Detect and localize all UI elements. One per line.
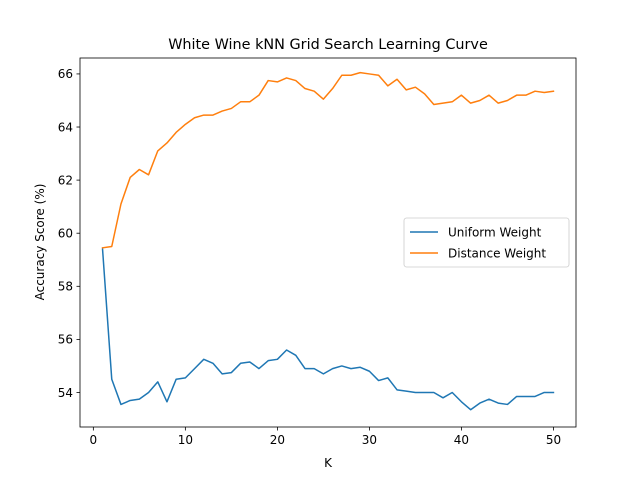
series-line-distance-weight (101, 71, 555, 249)
axes-frame (79, 57, 577, 428)
legend: Uniform Weight Distance Weight (403, 217, 570, 268)
y-tick-label: 56 (58, 333, 73, 347)
y-tick-label: 60 (58, 227, 73, 241)
y-tick-label: 54 (58, 386, 73, 400)
x-tick-label: 30 (362, 433, 377, 447)
x-tick-label: 10 (178, 433, 193, 447)
y-tick-label: 58 (58, 280, 73, 294)
series-line-uniform-weight (101, 248, 555, 411)
y-axis-title: Accuracy Score (%) (33, 184, 47, 301)
legend-box (403, 217, 570, 268)
y-tick-label: 62 (58, 173, 73, 187)
y-tick-label: 64 (58, 120, 73, 134)
chart-title: White Wine kNN Grid Search Learning Curv… (168, 37, 488, 53)
legend-label: Uniform Weight (448, 225, 542, 239)
y-tick-label: 66 (58, 67, 73, 81)
x-tick-label: 50 (546, 433, 561, 447)
x-tick-label: 0 (90, 433, 98, 447)
x-tick-label: 20 (270, 433, 285, 447)
legend-label: Distance Weight (448, 246, 546, 260)
x-tick-label: 40 (454, 433, 469, 447)
plot-area: 0 10 20 30 40 50 54 56 58 60 62 64 66 (58, 57, 577, 447)
x-axis-title: K (324, 456, 333, 470)
